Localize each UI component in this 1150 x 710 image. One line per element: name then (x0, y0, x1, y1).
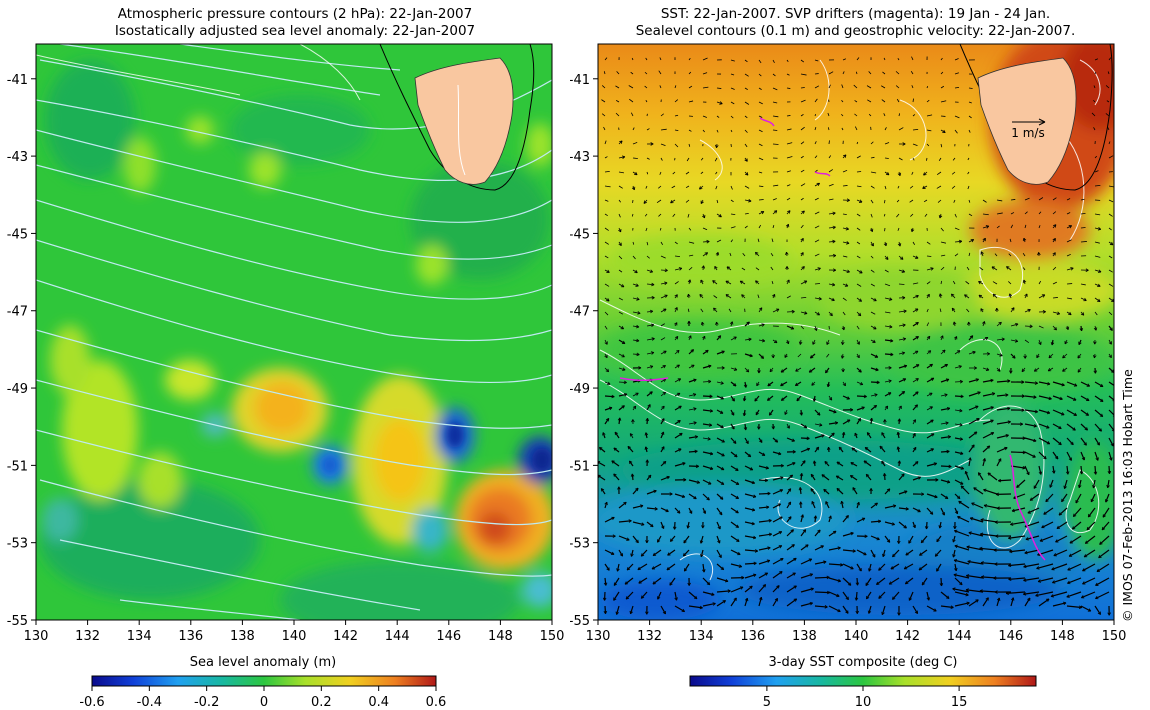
left-lon-tick-label: 148 (488, 629, 513, 640)
right-colorbar-tick-label: 5 (763, 695, 771, 710)
sea-level-anomaly-map: 130 132 134 136 138 140 142 144 146 148 150 -41 -43 -… (7, 43, 565, 640)
right-lat-tick-label: -45 (570, 227, 590, 242)
right-lon-tick-label: 148 (1050, 629, 1075, 640)
sst-map: 1 m/s 130 132 134 136 138 140 142 144 146 148 150 -… (570, 43, 1126, 640)
right-lat-tick-label: -41 (570, 73, 590, 88)
left-lat-tick-label: -47 (7, 305, 28, 320)
left-lat-tick-label: -43 (7, 150, 28, 165)
geostrophic-velocity-arrows (598, 56, 1114, 616)
left-colorbar-tick-label: 0 (260, 695, 268, 710)
right-lon-tick-label: 146 (998, 629, 1023, 640)
tasmania-land-right (959, 44, 1113, 191)
left-colorbar-tick-label: -0.2 (194, 695, 219, 710)
right-lon-tick-label: 150 (1102, 629, 1127, 640)
left-lat-tick-label: -55 (7, 614, 28, 629)
right-lat-tick-label: -49 (570, 382, 590, 397)
right-lon-tick-label: 140 (844, 629, 869, 640)
left-lon-tick-label: 138 (230, 629, 255, 640)
left-axis-ticks: 130 132 134 136 138 140 142 144 146 148 150 -41 -43 -… (7, 73, 565, 640)
right-title-line2: Sealevel contours (0.1 m) and geostrophi… (635, 23, 1076, 39)
right-lat-tick-label: -47 (570, 305, 590, 320)
right-lon-tick-label: 144 (947, 629, 972, 640)
right-lat-tick-label: -51 (570, 459, 590, 474)
left-colorbar-tick-label: -0.6 (80, 695, 105, 710)
left-lon-tick-label: 150 (540, 629, 565, 640)
right-lat-tick-label: -43 (570, 150, 590, 165)
right-lat-tick-label: -53 (570, 537, 590, 552)
right-colorbar-tick-label: 10 (855, 695, 872, 710)
left-title-line1: Atmospheric pressure contours (2 hPa): 2… (117, 6, 473, 22)
right-lon-tick-label: 138 (792, 629, 817, 640)
left-colorbar-label: Sea level anomaly (m) (189, 655, 337, 670)
right-colorbar-tick-label: 15 (951, 695, 968, 710)
left-lon-tick-label: 140 (282, 629, 307, 640)
left-lat-tick-label: -51 (7, 459, 28, 474)
right-lon-tick-label: 142 (895, 629, 920, 640)
right-map-title: SST: 22-Jan-2007. SVP drifters (magenta)… (598, 6, 1113, 40)
tasmania-land (379, 44, 535, 191)
left-title-line2: Isostatically adjusted sea level anomaly… (114, 23, 476, 39)
left-lon-tick-label: 130 (24, 629, 49, 640)
left-lon-tick-label: 132 (75, 629, 100, 640)
right-colorbar: 5 10 15 (689, 675, 1037, 710)
right-axis-ticks: 130 132 134 136 138 140 142 144 146 148 150 -41 -43 -… (570, 73, 1126, 640)
left-colorbar-tick-label: 0.2 (311, 695, 332, 710)
left-lat-tick-label: -53 (7, 537, 28, 552)
pressure-contours (36, 44, 552, 620)
right-title-line1: SST: 22-Jan-2007. SVP drifters (magenta)… (660, 6, 1051, 22)
right-lon-tick-label: 136 (740, 629, 765, 640)
left-lat-tick-label: -41 (7, 73, 28, 88)
left-colorbar-tick-label: 0.4 (368, 695, 389, 710)
left-lat-tick-label: -49 (7, 382, 28, 397)
left-lon-tick-label: 144 (385, 629, 410, 640)
velocity-scale-arrow (1012, 118, 1046, 126)
scale-arrow-label: 1 m/s (1011, 126, 1044, 140)
left-lon-tick-label: 136 (178, 629, 203, 640)
svp-drifter-tracks (619, 117, 1046, 561)
left-colorbar: -0.6 -0.4 -0.2 0 0.2 0.4 0.6 (80, 675, 447, 710)
left-lat-tick-label: -45 (7, 227, 28, 242)
left-colorbar-tick-label: -0.4 (137, 695, 162, 710)
left-lon-tick-label: 134 (127, 629, 152, 640)
right-lon-tick-label: 134 (689, 629, 714, 640)
right-colorbar-label: 3-day SST composite (deg C) (768, 655, 958, 670)
imos-credit: © IMOS 07-Feb-2013 16:03 Hobart Time (1120, 369, 1135, 622)
right-lon-tick-label: 130 (586, 629, 611, 640)
left-lon-tick-label: 142 (333, 629, 358, 640)
left-lon-tick-label: 146 (436, 629, 461, 640)
left-colorbar-tick-label: 0.6 (426, 695, 447, 710)
left-map-title: Atmospheric pressure contours (2 hPa): 2… (35, 6, 555, 40)
right-lat-tick-label: -55 (570, 614, 590, 629)
right-lon-tick-label: 132 (637, 629, 662, 640)
